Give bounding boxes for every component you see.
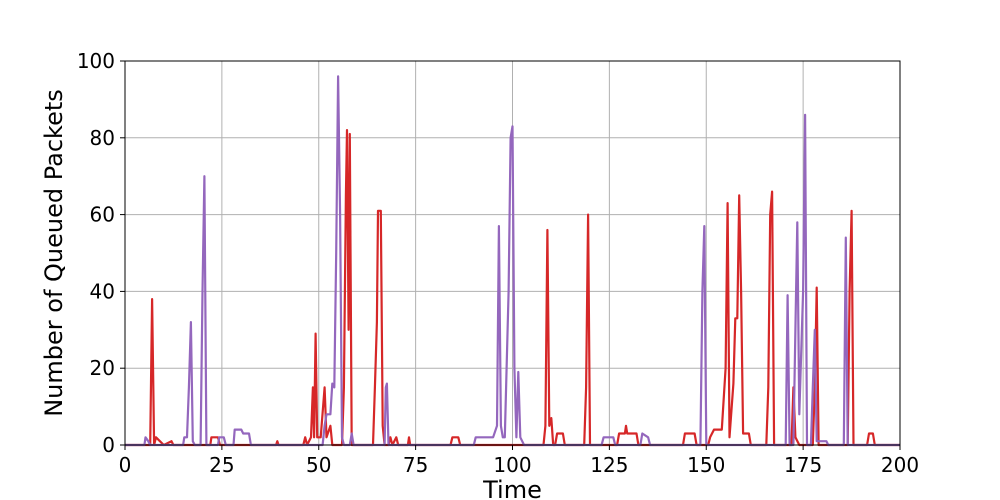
axis-ticks: 0 25 50 75 100 125 150 175 200 0 20 40 60 80 100 [77,49,919,477]
y-tick-label: 60 [90,203,115,227]
x-tick-label: 125 [590,453,628,477]
x-tick-label: 75 [403,453,428,477]
y-tick-label: 20 [90,356,115,380]
x-tick-label: 200 [881,453,919,477]
x-tick-label: 175 [784,453,822,477]
x-tick-label: 0 [119,453,132,477]
y-tick-label: 0 [102,433,115,457]
y-axis-label: Number of Queued Packets [40,89,68,417]
x-tick-label: 50 [306,453,331,477]
x-tick-label: 25 [209,453,234,477]
x-tick-label: 100 [493,453,531,477]
x-tick-label: 150 [687,453,725,477]
x-axis-label: Time [482,476,542,500]
y-tick-label: 80 [90,126,115,150]
y-tick-label: 40 [90,279,115,303]
y-tick-label: 100 [77,49,115,73]
series-line-1 [125,129,900,447]
